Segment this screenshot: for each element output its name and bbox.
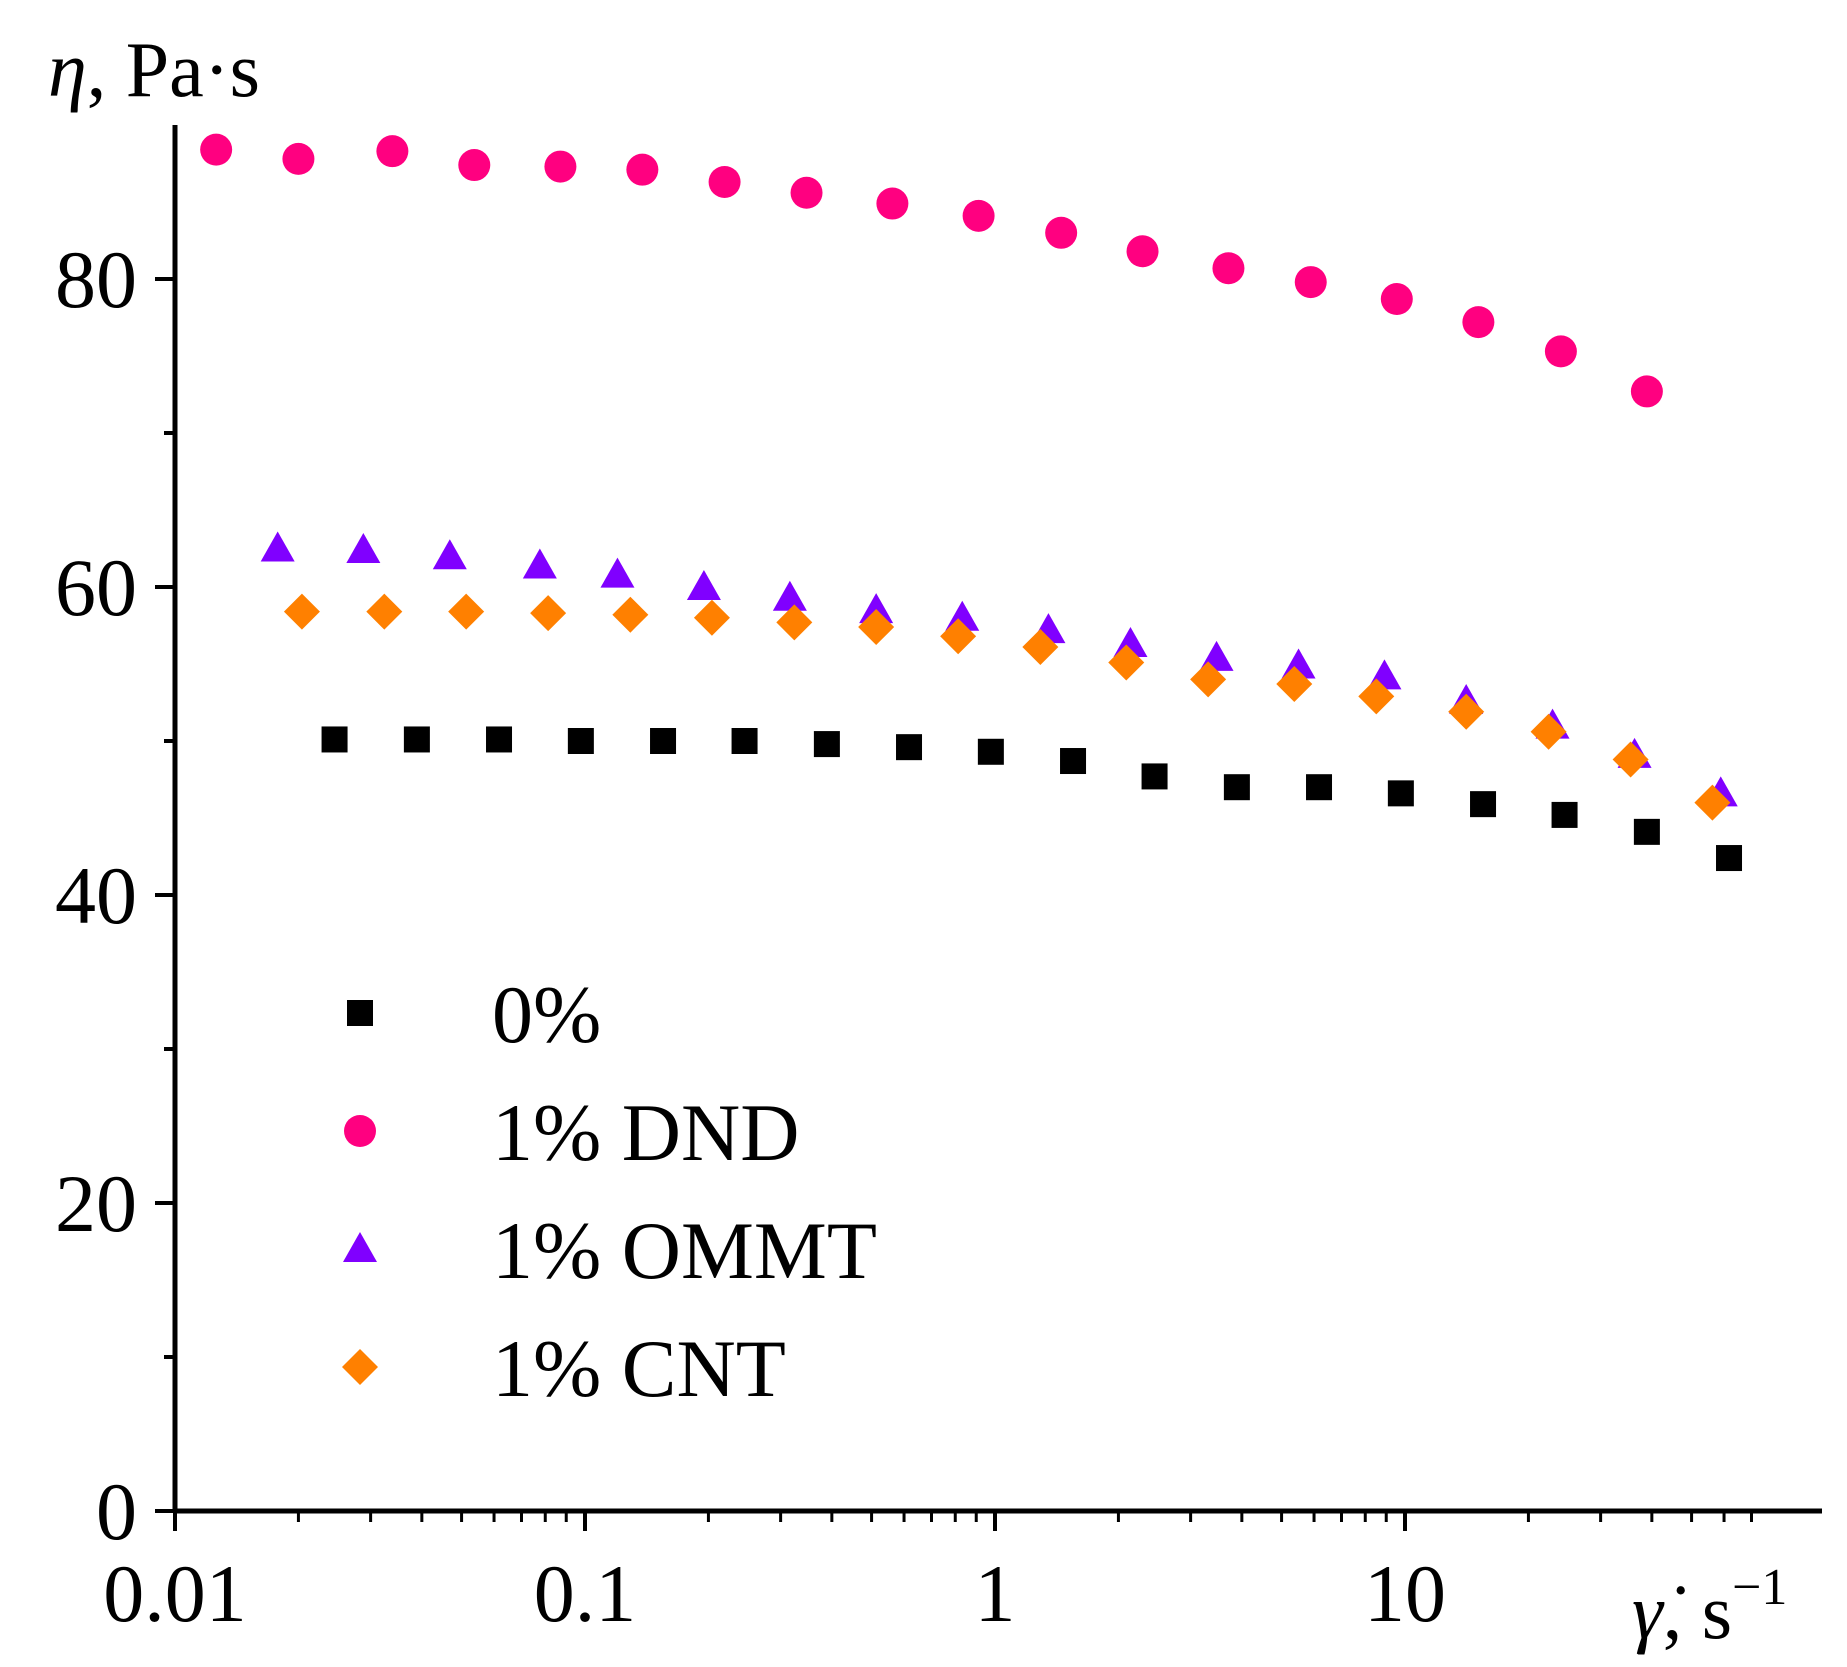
x-tick-label: 0.1 — [534, 1548, 637, 1639]
data-point-square — [1141, 763, 1168, 790]
data-point-circle — [1294, 266, 1327, 299]
data-point-square — [1223, 774, 1250, 801]
data-point-triangle — [522, 548, 557, 579]
data-point-circle — [200, 133, 233, 166]
data-point-circle — [1462, 306, 1495, 339]
data-point-diamond — [283, 593, 320, 630]
legend-label: 1% CNT — [492, 1323, 786, 1414]
data-point-triangle — [600, 557, 635, 588]
data-point-diamond — [612, 596, 649, 633]
data-point-circle — [1212, 252, 1245, 285]
data-point-diamond — [1694, 784, 1731, 821]
data-point-circle — [458, 149, 491, 182]
data-point-square — [813, 731, 840, 758]
data-point-diamond — [1530, 713, 1567, 750]
legend: 0% 1% DND 1% OMMT 1% CNT — [342, 969, 877, 1414]
data-point-square — [486, 726, 513, 753]
series-square — [321, 726, 1743, 872]
legend-marker-square — [347, 1000, 373, 1026]
data-point-square — [567, 728, 594, 754]
data-point-triangle — [346, 533, 381, 564]
data-point-square — [1387, 780, 1414, 807]
data-point-diamond — [1448, 693, 1485, 730]
data-point-circle — [376, 135, 409, 168]
data-point-square — [731, 728, 758, 754]
data-point-square — [1060, 748, 1087, 775]
data-point-diamond — [1612, 741, 1649, 778]
data-point-circle — [1045, 216, 1078, 249]
data-point-diamond — [940, 618, 977, 655]
x-tick-label: 1 — [975, 1548, 1016, 1639]
x-axis-title: γ̇, s−1 — [1632, 1559, 1787, 1655]
data-point-square — [1551, 801, 1578, 828]
data-point-diamond — [366, 593, 403, 630]
series-triangle — [260, 531, 1738, 807]
data-point-circle — [876, 187, 909, 220]
data-point-triangle — [772, 580, 807, 611]
data-point-circle — [282, 142, 315, 175]
data-point-circle — [790, 176, 823, 209]
data-series — [200, 133, 1743, 872]
data-point-triangle — [260, 531, 295, 562]
legend-label: 0% — [492, 969, 601, 1060]
y-tick-label: 40 — [55, 850, 137, 941]
data-point-diamond — [1108, 644, 1145, 681]
x-tick-label: 10 — [1364, 1548, 1446, 1639]
data-point-diamond — [858, 609, 895, 646]
series-diamond — [283, 593, 1731, 821]
data-point-square — [896, 734, 923, 761]
data-point-circle — [1126, 235, 1159, 268]
data-point-circle — [544, 150, 577, 183]
axes — [172, 125, 1822, 1514]
data-point-circle — [626, 153, 659, 186]
x-tick-label: 0.01 — [103, 1548, 247, 1639]
y-axis-title: η, Pa·s — [48, 26, 260, 113]
data-point-triangle — [859, 593, 894, 624]
data-point-square — [1470, 791, 1497, 818]
y-tick-label: 60 — [55, 542, 137, 633]
data-point-diamond — [1022, 629, 1059, 666]
legend-marker-circle — [344, 1115, 376, 1147]
data-point-triangle — [432, 539, 467, 570]
axis-ticks — [155, 277, 1753, 1531]
y-tick-label: 20 — [55, 1158, 137, 1249]
data-point-diamond — [530, 595, 567, 632]
data-point-square — [1633, 818, 1660, 845]
data-point-circle — [1380, 283, 1413, 316]
legend-label: 1% DND — [492, 1087, 799, 1178]
y-tick-label: 0 — [96, 1466, 137, 1557]
series-circle — [200, 133, 1663, 408]
data-point-diamond — [693, 599, 730, 636]
data-point-triangle — [686, 570, 721, 600]
data-point-circle — [1630, 375, 1663, 408]
data-point-diamond — [448, 593, 485, 630]
data-point-circle — [962, 199, 995, 232]
data-point-square — [403, 726, 430, 753]
data-point-diamond — [1358, 678, 1395, 715]
data-point-diamond — [776, 604, 813, 641]
data-point-diamond — [1190, 661, 1227, 698]
data-point-square — [321, 726, 348, 753]
data-point-square — [1716, 845, 1743, 872]
data-point-circle — [1544, 335, 1577, 368]
legend-marker-diamond — [342, 1349, 378, 1385]
data-point-square — [977, 738, 1004, 765]
legend-marker-triangle — [343, 1232, 377, 1262]
legend-label: 1% OMMT — [492, 1205, 877, 1296]
data-point-square — [650, 728, 677, 754]
data-point-circle — [708, 165, 741, 198]
data-point-square — [1306, 774, 1333, 801]
data-point-diamond — [1276, 666, 1313, 703]
tick-labels: 0 20 40 60 80 0.01 0.1 1 10 — [55, 234, 1446, 1639]
y-tick-label: 80 — [55, 234, 137, 325]
